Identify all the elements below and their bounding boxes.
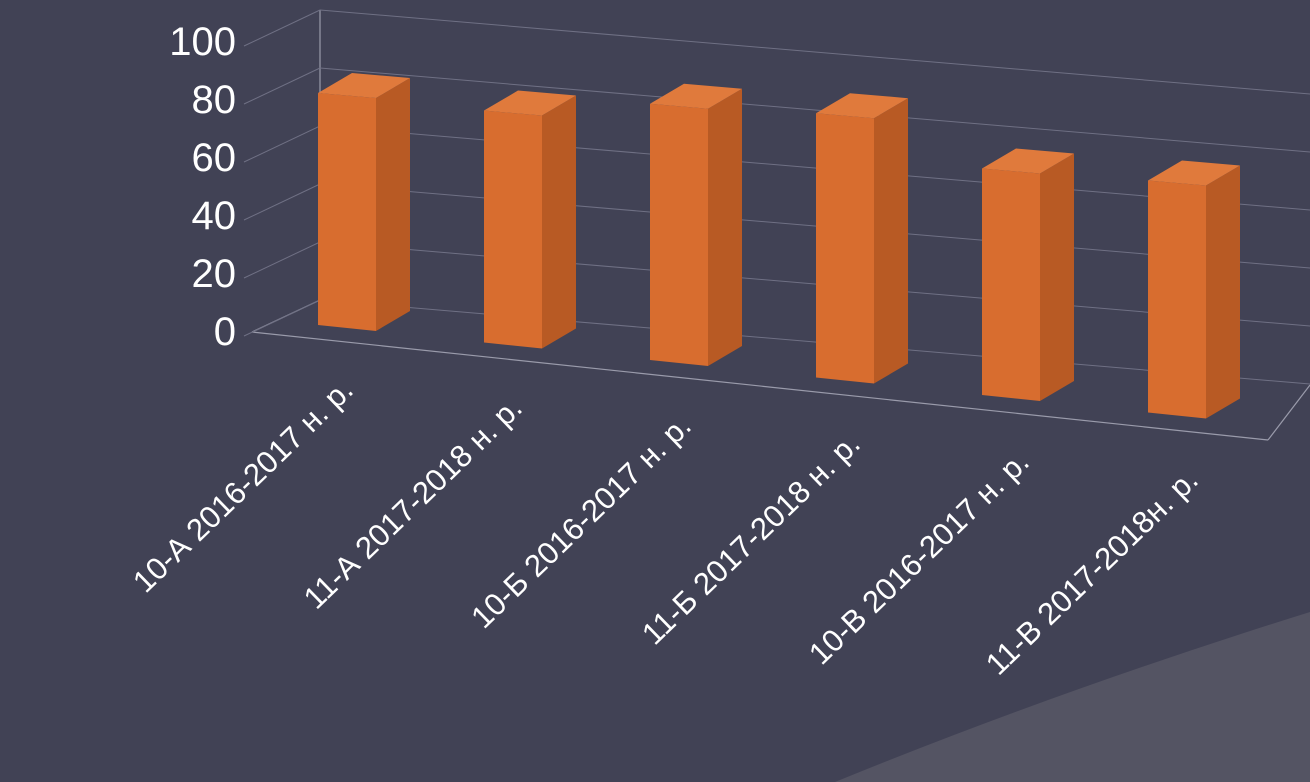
- bar-front: [1148, 180, 1206, 419]
- bar-side: [542, 95, 576, 349]
- gridline-side: [243, 67, 321, 105]
- x-tick-label: 11-В 2017-2018н. р.: [979, 462, 1205, 682]
- gridline-side: [243, 183, 321, 221]
- gridline-side: [243, 299, 321, 337]
- gridline-side: [243, 125, 321, 163]
- x-axis-ticks: 10-А 2016-2017 н. р.11-А 2017-2018 н. р.…: [126, 372, 1205, 682]
- gridline-side: [243, 241, 321, 279]
- bar-front: [650, 103, 708, 366]
- y-tick-label: 20: [192, 252, 237, 296]
- floor-right-edge: [1267, 384, 1310, 441]
- bar-top: [650, 83, 742, 109]
- bar-top: [982, 148, 1074, 174]
- gridline-back: [319, 67, 1310, 153]
- bar-side: [376, 78, 410, 331]
- gridline-side: [243, 9, 321, 47]
- bar-front: [982, 168, 1040, 401]
- bar-side: [708, 88, 742, 366]
- floor-front-edge: [251, 331, 1269, 441]
- bar-side: [1040, 153, 1074, 401]
- bar-front: [816, 113, 874, 384]
- bar-top: [816, 93, 908, 119]
- bar-side: [1206, 165, 1240, 419]
- bar-top: [318, 73, 410, 99]
- corner-decoration: [835, 612, 1310, 782]
- gridline-back: [319, 9, 1310, 95]
- y-tick-label: 40: [192, 194, 237, 238]
- bar-side: [874, 98, 908, 384]
- y-tick-label: 100: [169, 20, 236, 64]
- bar-top: [1148, 160, 1240, 186]
- y-tick-label: 0: [214, 310, 236, 354]
- bar-front: [484, 110, 542, 349]
- y-tick-label: 80: [192, 78, 237, 122]
- bars: [318, 73, 1240, 419]
- y-axis-ticks: 0 20 40 60 80 100: [169, 20, 236, 354]
- bar-front: [318, 93, 376, 331]
- y-tick-label: 60: [192, 136, 237, 180]
- bar-top: [484, 90, 576, 116]
